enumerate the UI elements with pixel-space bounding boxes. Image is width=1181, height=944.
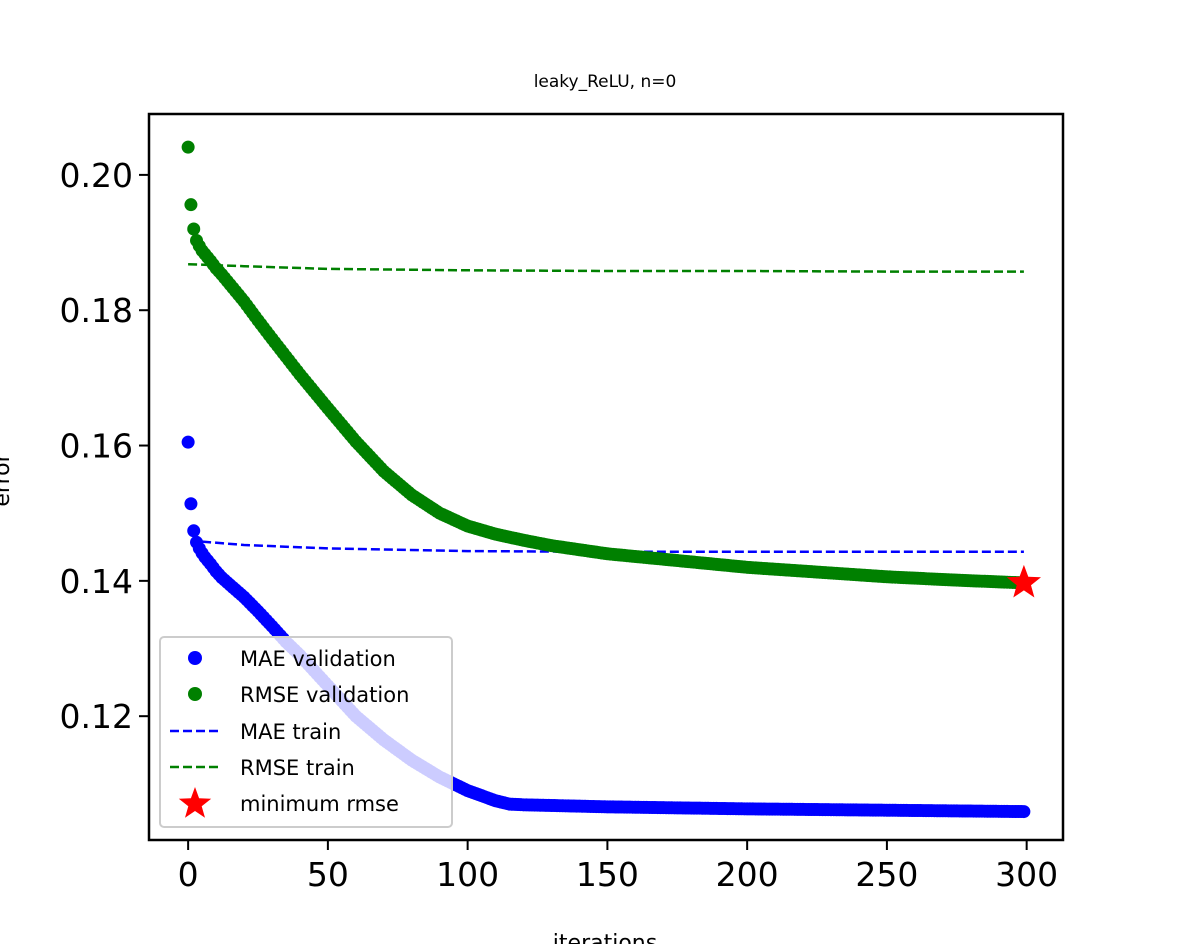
axis-ticks: 0 50 100 150 200 250 300 0.12 0.14 0.16 0.18 0.20	[60, 156, 1059, 894]
x-tick-label: 250	[855, 855, 918, 894]
y-tick-label: 0.14	[60, 562, 133, 601]
mae-validation-point	[1014, 805, 1028, 819]
rmse-validation-point	[181, 140, 195, 154]
legend-label-mae-validation: MAE validation	[240, 647, 396, 671]
rmse-validation-point	[184, 198, 198, 212]
mae-validation-point	[187, 524, 201, 538]
legend-box	[159, 636, 453, 828]
y-tick-label: 0.16	[60, 427, 133, 466]
legend-label-mae-train: MAE train	[240, 720, 341, 744]
mae-train-line	[201, 540, 1024, 554]
rmse-train-line	[188, 262, 1024, 273]
mae-validation-point	[184, 497, 198, 511]
legend: MAE validation RMSE validation MAE train…	[159, 636, 453, 828]
rmse-validation-point	[187, 222, 201, 236]
x-axis-label: iterations	[553, 931, 657, 944]
legend-label-rmse-train: RMSE train	[240, 756, 355, 780]
y-axis-label: error	[0, 452, 15, 506]
y-tick-label: 0.12	[60, 697, 133, 736]
chart-title: leaky_ReLU, n=0	[534, 72, 677, 92]
x-tick-label: 150	[576, 855, 639, 894]
plot-frame	[147, 112, 1065, 842]
legend-marker-mae-validation	[188, 651, 202, 665]
x-tick-label: 200	[716, 855, 779, 894]
mae-validation-point	[181, 435, 195, 449]
x-tick-label: 300	[995, 855, 1058, 894]
y-tick-label: 0.20	[60, 156, 133, 195]
y-tick-label: 0.18	[60, 291, 133, 330]
legend-marker-minimum-rmse	[178, 787, 212, 818]
legend-label-minimum-rmse: minimum rmse	[240, 792, 399, 816]
legend-label-rmse-validation: RMSE validation	[240, 683, 409, 707]
x-tick-label: 50	[307, 855, 349, 894]
minimum-rmse-marker	[1006, 564, 1041, 598]
x-tick-label: 100	[436, 855, 499, 894]
x-tick-label: 0	[178, 855, 199, 894]
legend-marker-rmse-validation	[188, 687, 202, 701]
